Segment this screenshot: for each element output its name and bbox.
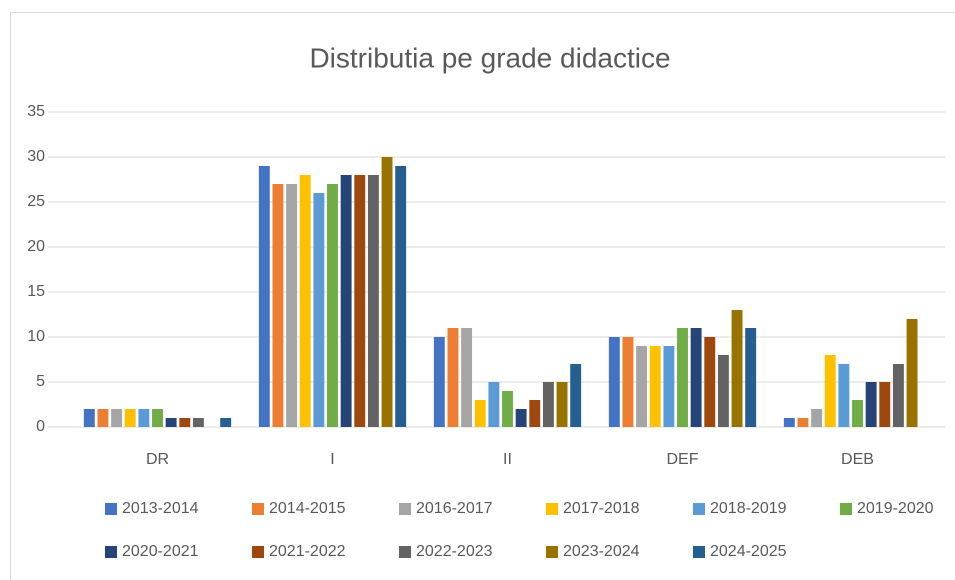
y-tick-label: 5 (36, 373, 45, 390)
legend-swatch (693, 503, 705, 515)
legend-label: 2016-2017 (416, 500, 493, 517)
bar (745, 328, 757, 427)
bar (488, 382, 500, 427)
bar (704, 337, 716, 427)
legend-label: 2018-2019 (710, 500, 787, 517)
bar (395, 166, 407, 427)
bar (165, 418, 177, 427)
legend-swatch (399, 546, 411, 558)
bar (192, 418, 204, 427)
bar (286, 184, 298, 427)
x-tick-label: DEB (841, 451, 874, 468)
bar (272, 184, 284, 427)
bar (622, 337, 634, 427)
bar (111, 409, 123, 427)
y-tick-label: 20 (27, 238, 45, 255)
bar (824, 355, 836, 427)
bar (354, 175, 366, 427)
bar (797, 418, 809, 427)
bar (690, 328, 702, 427)
y-tick-label: 10 (27, 328, 45, 345)
bar (502, 391, 513, 427)
legend-label: 2017-2018 (563, 500, 640, 517)
x-tick-label: I (330, 451, 334, 468)
bar (515, 409, 527, 427)
bar (258, 166, 270, 427)
bar (542, 382, 554, 427)
legend-swatch (546, 546, 558, 558)
legend-label: 2019-2020 (857, 500, 934, 517)
bar (381, 157, 393, 427)
x-tick-label: DEF (667, 451, 699, 468)
x-tick-label: II (503, 451, 512, 468)
y-tick-label: 25 (27, 193, 45, 210)
bar (179, 418, 191, 427)
bar (608, 337, 620, 427)
bar (717, 355, 729, 427)
chart-frame (10, 12, 955, 580)
bar (327, 184, 338, 427)
legend-swatch (546, 503, 558, 515)
legend-swatch (105, 546, 117, 558)
bar (124, 409, 136, 427)
bar (838, 364, 850, 427)
legend-label: 2022-2023 (416, 543, 493, 560)
legend-label: 2024-2025 (710, 543, 787, 560)
bar (461, 328, 473, 427)
legend-swatch (399, 503, 411, 515)
bar (556, 382, 568, 427)
bar (783, 418, 795, 427)
legend-swatch (693, 546, 705, 558)
bar (529, 400, 541, 427)
bar (152, 409, 163, 427)
bar (852, 400, 863, 427)
legend-label: 2013-2014 (122, 500, 199, 517)
chart-title: Distributia pe grade didactice (309, 42, 670, 73)
legend-swatch (840, 503, 852, 515)
y-tick-label: 30 (27, 148, 45, 165)
legend-swatch (252, 546, 264, 558)
bar (649, 346, 661, 427)
bar (340, 175, 352, 427)
bar (570, 364, 582, 427)
x-tick-label: DR (146, 451, 169, 468)
bar (811, 409, 823, 427)
y-tick-label: 0 (36, 418, 45, 435)
bar (636, 346, 648, 427)
bar (892, 364, 904, 427)
bar (663, 346, 675, 427)
legend-label: 2021-2022 (269, 543, 346, 560)
bar (447, 328, 459, 427)
bar (299, 175, 311, 427)
bar (97, 409, 109, 427)
bar (83, 409, 95, 427)
bar (879, 382, 891, 427)
legend-label: 2014-2015 (269, 500, 346, 517)
bar (865, 382, 877, 427)
bar (220, 418, 232, 427)
legend-label: 2020-2021 (122, 543, 199, 560)
bar (433, 337, 445, 427)
y-tick-label: 35 (27, 103, 45, 120)
bar (677, 328, 688, 427)
bar (367, 175, 379, 427)
y-tick-label: 15 (27, 283, 45, 300)
bar (138, 409, 150, 427)
bar (731, 310, 743, 427)
bar (906, 319, 918, 427)
bar (474, 400, 486, 427)
legend-swatch (252, 503, 264, 515)
bar (313, 193, 325, 427)
legend-label: 2023-2024 (563, 543, 640, 560)
legend-swatch (105, 503, 117, 515)
